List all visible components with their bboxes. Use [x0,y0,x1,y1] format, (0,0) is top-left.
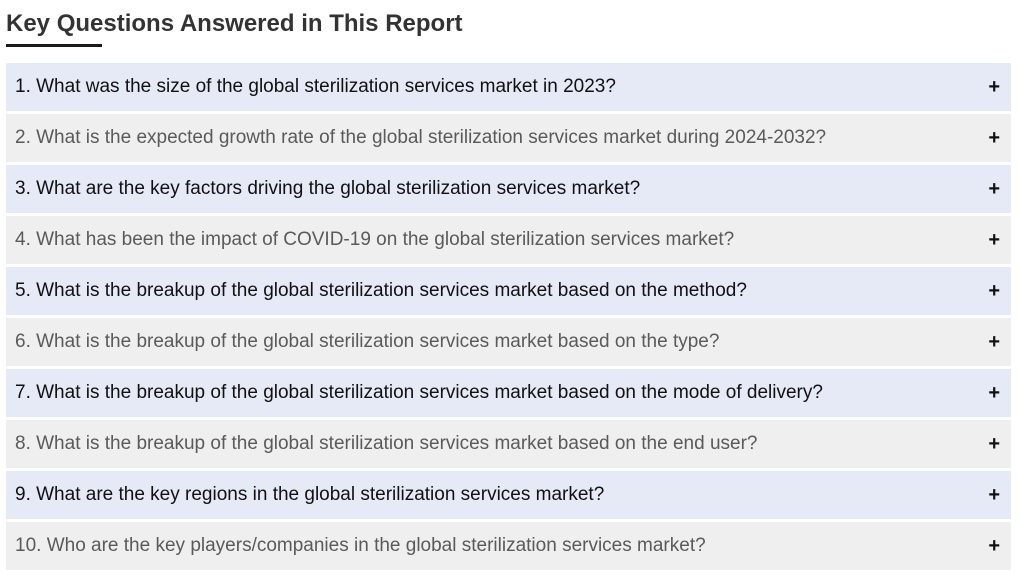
expand-plus-icon[interactable]: + [988,484,1000,506]
faq-item-4[interactable]: 4. What has been the impact of COVID-19 … [6,216,1011,264]
faq-question: 8. What is the breakup of the global ste… [15,433,758,454]
faq-item-7[interactable]: 7. What is the breakup of the global ste… [6,369,1011,417]
page-title: Key Questions Answered in This Report [6,10,463,37]
faq-item-3[interactable]: 3. What are the key factors driving the … [6,165,1011,213]
faq-item-1[interactable]: 1. What was the size of the global steri… [6,63,1011,111]
expand-plus-icon[interactable]: + [988,229,1000,251]
faq-item-10[interactable]: 10. Who are the key players/companies in… [6,522,1011,570]
faq-item-2[interactable]: 2. What is the expected growth rate of t… [6,114,1011,162]
faq-question: 4. What has been the impact of COVID-19 … [15,229,735,250]
faq-item-9[interactable]: 9. What are the key regions in the globa… [6,471,1011,519]
expand-plus-icon[interactable]: + [988,535,1000,557]
faq-item-5[interactable]: 5. What is the breakup of the global ste… [6,267,1011,315]
faq-question: 2. What is the expected growth rate of t… [15,127,827,148]
section-header: Key Questions Answered in This Report [6,0,1011,48]
expand-plus-icon[interactable]: + [988,331,1000,353]
faq-question: 9. What are the key regions in the globa… [15,484,605,505]
faq-question: 5. What is the breakup of the global ste… [15,280,747,301]
faq-item-8[interactable]: 8. What is the breakup of the global ste… [6,420,1011,468]
expand-plus-icon[interactable]: + [988,382,1000,404]
faq-question: 1. What was the size of the global steri… [15,76,616,97]
faq-accordion: 1. What was the size of the global steri… [6,63,1011,572]
expand-plus-icon[interactable]: + [988,76,1000,98]
faq-item-6[interactable]: 6. What is the breakup of the global ste… [6,318,1011,366]
faq-question: 10. Who are the key players/companies in… [15,535,706,556]
faq-question: 7. What is the breakup of the global ste… [15,382,823,403]
expand-plus-icon[interactable]: + [988,433,1000,455]
expand-plus-icon[interactable]: + [988,127,1000,149]
faq-question: 6. What is the breakup of the global ste… [15,331,720,352]
expand-plus-icon[interactable]: + [988,178,1000,200]
title-underline [6,44,102,47]
faq-question: 3. What are the key factors driving the … [15,178,641,199]
expand-plus-icon[interactable]: + [988,280,1000,302]
